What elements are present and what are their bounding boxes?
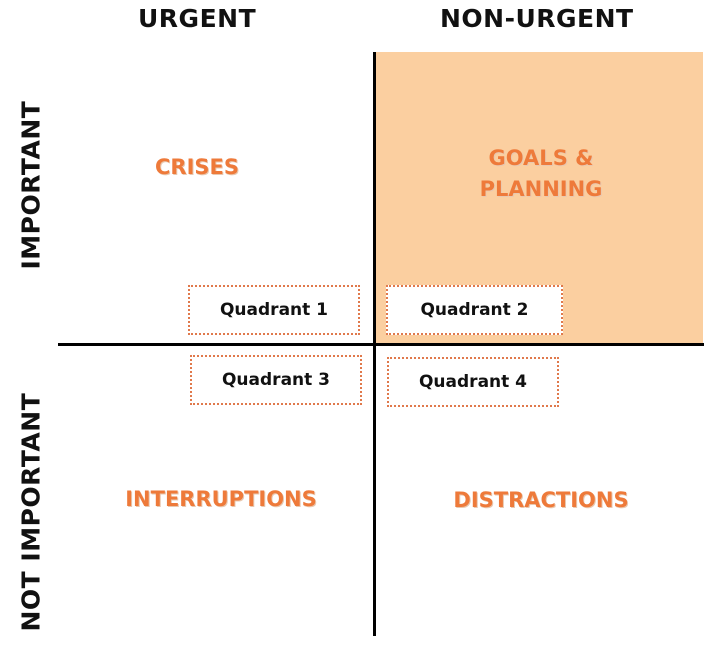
quadrant-4-title: DISTRACTIONS — [453, 488, 629, 512]
not-important-header: NOT IMPORTANT — [16, 392, 46, 632]
quadrant-3-title: INTERRUPTIONS — [125, 487, 317, 511]
horizontal-axis — [58, 343, 704, 346]
non-urgent-header: NON-URGENT — [440, 4, 634, 33]
quadrant-3-label: Quadrant 3 — [190, 355, 362, 405]
urgent-header: URGENT — [138, 4, 257, 33]
quadrant-2-label: Quadrant 2 — [386, 285, 563, 335]
important-header: IMPORTANT — [16, 100, 46, 270]
quadrant-2-title: GOALS & PLANNING — [479, 146, 603, 201]
quadrant-1-title: CRISES — [155, 155, 239, 179]
quadrant-4-label: Quadrant 4 — [387, 357, 559, 407]
quadrant-1-label: Quadrant 1 — [188, 285, 360, 335]
